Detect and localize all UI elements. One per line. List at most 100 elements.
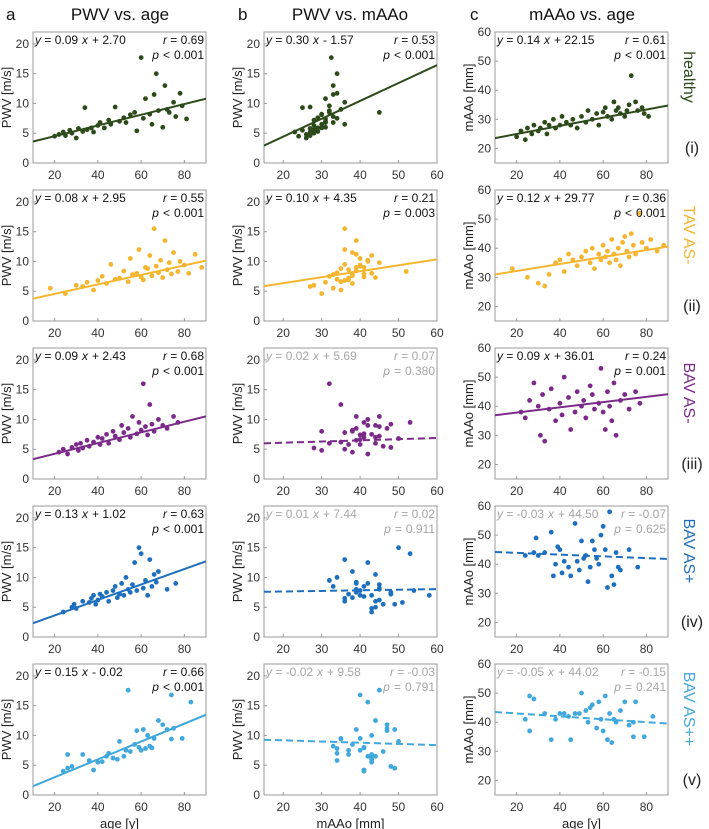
eq-y: y — [265, 33, 273, 47]
data-point — [357, 747, 363, 753]
eq-sign: = — [272, 665, 286, 679]
eq-y: y — [496, 665, 504, 679]
plot-5-b: 20 30 40 50 60 0 5 10 15 20 PWV [m/s] mAAo [mm] y = … — [230, 663, 444, 829]
y-tick-label: 10 — [247, 254, 261, 268]
y-tick-label: 40 — [478, 715, 492, 729]
x-tick-label: 20 — [48, 168, 62, 182]
eq-coef: 0.30 — [286, 33, 310, 47]
data-point — [357, 256, 363, 261]
data-point — [153, 579, 159, 585]
data-point — [566, 395, 571, 400]
r-symbol: r — [163, 349, 168, 363]
data-point — [104, 589, 109, 595]
data-point — [342, 247, 348, 252]
data-point — [531, 380, 537, 386]
x-tick-label: 80 — [640, 326, 654, 340]
data-point — [641, 734, 647, 740]
data-point — [323, 124, 328, 130]
data-point — [156, 569, 161, 574]
data-point — [618, 567, 623, 573]
data-point — [303, 132, 309, 137]
data-point — [147, 557, 153, 562]
x-tick-label: 80 — [640, 642, 654, 656]
eq-coef: -0.02 — [286, 665, 314, 679]
data-point — [156, 718, 161, 723]
r-value: 0.21 — [412, 191, 436, 205]
plot-area — [495, 73, 668, 143]
x-tick-label: 60 — [596, 484, 610, 498]
data-point — [654, 248, 660, 254]
x-tick-label: 30 — [315, 326, 329, 340]
regression-line — [495, 104, 668, 140]
data-point — [369, 253, 375, 258]
data-point — [307, 129, 313, 135]
data-point — [618, 263, 623, 269]
x-tick-label: 40 — [353, 484, 367, 498]
plot-area — [33, 226, 206, 300]
y-tick-label: 50 — [478, 370, 492, 384]
y-tick-label: 40 — [478, 241, 492, 255]
data-point — [334, 575, 340, 580]
y-tick-label: 0 — [22, 472, 29, 486]
plot-4-c: 20 40 60 80 20 30 40 50 60 mAAo [mm] y = -0.03 x + 4… — [461, 499, 669, 656]
regression-line — [33, 259, 206, 300]
x-tick-label: 40 — [553, 800, 567, 814]
data-point — [544, 131, 550, 137]
p-symbol: p — [613, 680, 621, 694]
data-point — [357, 592, 363, 598]
eq-y: y — [34, 507, 42, 521]
eq-const: + 2.43 — [92, 349, 126, 363]
x-tick-label: 50 — [392, 326, 406, 340]
plot-3-b: 20 30 40 50 60 0 5 10 15 20 PWV [m/s] y = 0.02 x + 5.… — [230, 347, 444, 498]
x-tick-label: 30 — [315, 642, 329, 656]
y-tick-label: 0 — [22, 156, 29, 170]
r-symbol: r — [394, 33, 399, 47]
data-point — [602, 427, 608, 432]
regression-line — [264, 64, 437, 147]
eq-const: + 36.01 — [554, 349, 595, 363]
y-tick-label: 20 — [16, 511, 30, 525]
eq-const: - 1.57 — [323, 33, 354, 47]
data-point — [561, 269, 567, 274]
data-point — [136, 545, 142, 551]
y-axis-label: PWV [m/s] — [0, 541, 14, 602]
data-point — [594, 556, 600, 561]
regression-equation: y = 0.30 x - 1.57 — [265, 33, 354, 47]
data-point — [145, 266, 151, 271]
plot-frame — [263, 347, 438, 480]
data-point — [140, 585, 146, 591]
eq-y: y — [496, 507, 504, 521]
data-point — [384, 425, 390, 431]
data-point — [326, 381, 332, 387]
p-number: 0.380 — [405, 364, 435, 378]
data-point — [609, 116, 615, 122]
data-point — [132, 109, 138, 115]
r-value: -0.03 — [408, 665, 436, 679]
data-point — [47, 285, 53, 291]
data-point — [559, 412, 565, 418]
y-tick-label: 20 — [478, 615, 492, 629]
data-point — [342, 557, 348, 562]
data-point — [346, 752, 351, 757]
data-point — [112, 433, 118, 439]
data-point — [531, 122, 537, 128]
eq-coef: 0.08 — [55, 191, 79, 205]
data-point — [529, 131, 535, 137]
p-value: p = 0.003 — [382, 206, 435, 220]
eq-sign: = — [503, 665, 517, 679]
data-point — [149, 745, 155, 751]
data-point — [407, 420, 413, 425]
data-point — [110, 428, 116, 434]
eq-coef: 0.09 — [55, 349, 79, 363]
eq-y: y — [496, 349, 504, 363]
eq-const: + 29.77 — [554, 191, 595, 205]
y-tick-label: 50 — [478, 212, 492, 226]
data-point — [392, 727, 398, 732]
p-symbol: p — [151, 680, 159, 694]
r-symbol: r — [163, 191, 168, 205]
data-point — [633, 699, 638, 705]
eq-x: x — [312, 33, 320, 47]
p-value: p <0.001 — [151, 680, 204, 694]
x-tick-label: 60 — [430, 642, 444, 656]
eq-sign: = — [41, 191, 55, 205]
